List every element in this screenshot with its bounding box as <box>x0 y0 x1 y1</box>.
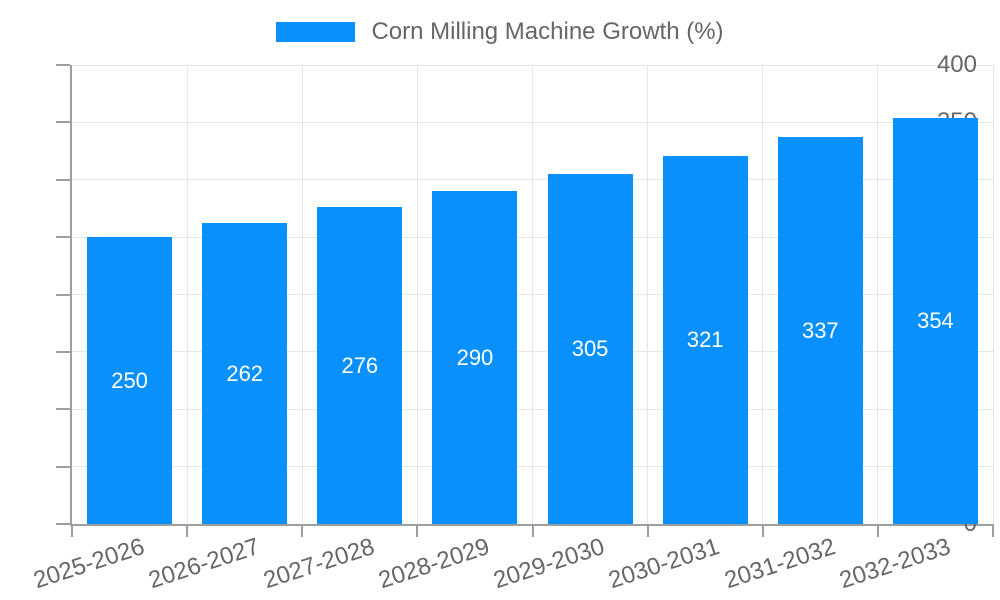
x-axis-tick <box>876 524 879 537</box>
y-axis-tick <box>56 64 70 66</box>
bar[interactable] <box>547 174 633 524</box>
bar[interactable] <box>87 237 173 524</box>
y-axis-tick <box>56 408 70 411</box>
bar[interactable] <box>777 137 863 524</box>
x-axis-tick <box>646 524 649 537</box>
y-axis-tick <box>56 350 70 353</box>
y-axis-tick <box>56 236 70 239</box>
x-axis-label: 2026-2027 <box>145 533 263 595</box>
y-axis-tick <box>56 121 70 124</box>
x-axis-label: 2031-2032 <box>720 533 839 595</box>
y-axis-tick <box>56 178 70 181</box>
v-gridline <box>416 65 418 524</box>
y-axis-tick <box>56 523 70 525</box>
legend-label: Corn Milling Machine Growth (%) <box>371 18 724 45</box>
x-axis-tick <box>416 524 419 537</box>
y-axis-tick <box>56 293 70 296</box>
y-axis-line <box>70 65 72 524</box>
v-gridline <box>877 65 879 524</box>
v-gridline <box>301 65 303 524</box>
x-axis-label: 2025-2026 <box>30 533 148 595</box>
bar[interactable] <box>892 117 978 524</box>
bar[interactable] <box>662 155 748 524</box>
v-gridline <box>992 65 994 524</box>
legend-swatch-icon <box>276 22 356 42</box>
chart-legend[interactable]: Corn Milling Machine Growth (%) <box>0 18 1000 46</box>
y-axis-label: 400 <box>936 51 977 78</box>
bar[interactable] <box>202 223 288 524</box>
plot-area: 0501001502002503003504002502025-20262622… <box>30 53 994 594</box>
v-gridline <box>186 65 188 524</box>
x-axis-label: 2029-2030 <box>490 533 609 595</box>
x-axis-tick <box>992 524 994 537</box>
x-axis-label: 2027-2028 <box>260 533 378 595</box>
bar[interactable] <box>317 207 403 524</box>
y-axis-tick <box>56 465 70 468</box>
x-axis-tick <box>761 524 764 537</box>
v-gridline <box>532 65 533 524</box>
x-axis-label: 2028-2029 <box>375 533 493 595</box>
x-axis-tick <box>301 524 304 537</box>
v-gridline <box>647 65 649 524</box>
v-gridline <box>762 65 764 524</box>
x-axis-tick <box>71 524 73 537</box>
x-axis-label: 2030-2031 <box>605 533 724 595</box>
x-axis-tick <box>531 524 534 537</box>
bar[interactable] <box>432 191 518 524</box>
x-axis-label: 2032-2033 <box>835 533 954 595</box>
x-axis-tick <box>186 524 189 537</box>
